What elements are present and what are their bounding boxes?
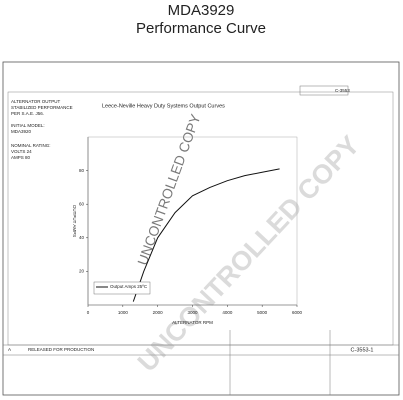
x-tick-label: 4000 [222, 310, 233, 315]
x-tick-label: 1000 [118, 310, 129, 315]
corner-box [299, 85, 349, 96]
x-tick-label: 2000 [153, 310, 164, 315]
page-subtitle: Performance Curve [136, 20, 266, 37]
legend-label: Output Amps 25ºC [110, 284, 148, 289]
chart-title: Leece-Neville Heavy Duty Systems Output … [102, 103, 225, 109]
y-tick-label: 80 [79, 168, 85, 173]
note: ALTERNATOR OUTPUT [11, 99, 61, 104]
x-tick-label: 3000 [187, 310, 198, 315]
x-tick-label: 6000 [292, 310, 303, 315]
watermark-small: UNCONTROLLED COPY [134, 111, 204, 267]
x-tick-label: 5000 [257, 310, 268, 315]
x-axis-label: ALTERNATOR RPM [172, 320, 213, 325]
page-title: MDA3929 [168, 2, 235, 19]
note: MDA3920 [11, 129, 32, 134]
x-tick-label: 0 [87, 310, 90, 315]
y-tick-label: 20 [79, 269, 85, 274]
drawing-frame [2, 61, 400, 396]
y-tick-label: 60 [79, 201, 85, 206]
note: STABILIZED PERFORMANCE [11, 105, 73, 110]
line-series [132, 168, 280, 302]
note: AMPS 80 [11, 155, 31, 160]
watermark: UNCONTROLLED COPY [132, 130, 366, 378]
y-axis-label: OUTPUT AMPS [72, 205, 77, 237]
legend-box [93, 281, 151, 295]
y-tick-label: 40 [79, 235, 85, 240]
note: INITIAL MODEL: [11, 123, 45, 128]
revision: A [8, 347, 11, 352]
revision-note: RELEASED FOR PRODUCTION [28, 347, 94, 352]
note: VOLTS 24 [11, 149, 32, 154]
note: PER S.A.E. J56. [11, 111, 44, 116]
corner-number: C-3553 [335, 88, 350, 93]
note: NOMINAL RATING: [11, 143, 51, 148]
drawing-number: C-3553-1 [351, 347, 374, 353]
